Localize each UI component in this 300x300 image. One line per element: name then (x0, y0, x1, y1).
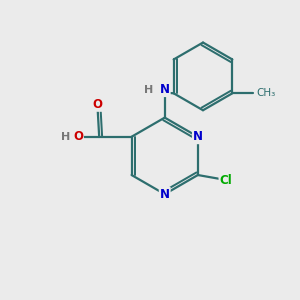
Text: H: H (144, 85, 153, 94)
Text: CH₃: CH₃ (256, 88, 275, 98)
Text: O: O (73, 130, 83, 143)
Text: H: H (61, 132, 70, 142)
Text: O: O (93, 98, 103, 111)
Text: N: N (160, 188, 170, 201)
Text: N: N (160, 83, 170, 96)
Text: N: N (193, 130, 203, 143)
Text: Cl: Cl (220, 174, 232, 188)
